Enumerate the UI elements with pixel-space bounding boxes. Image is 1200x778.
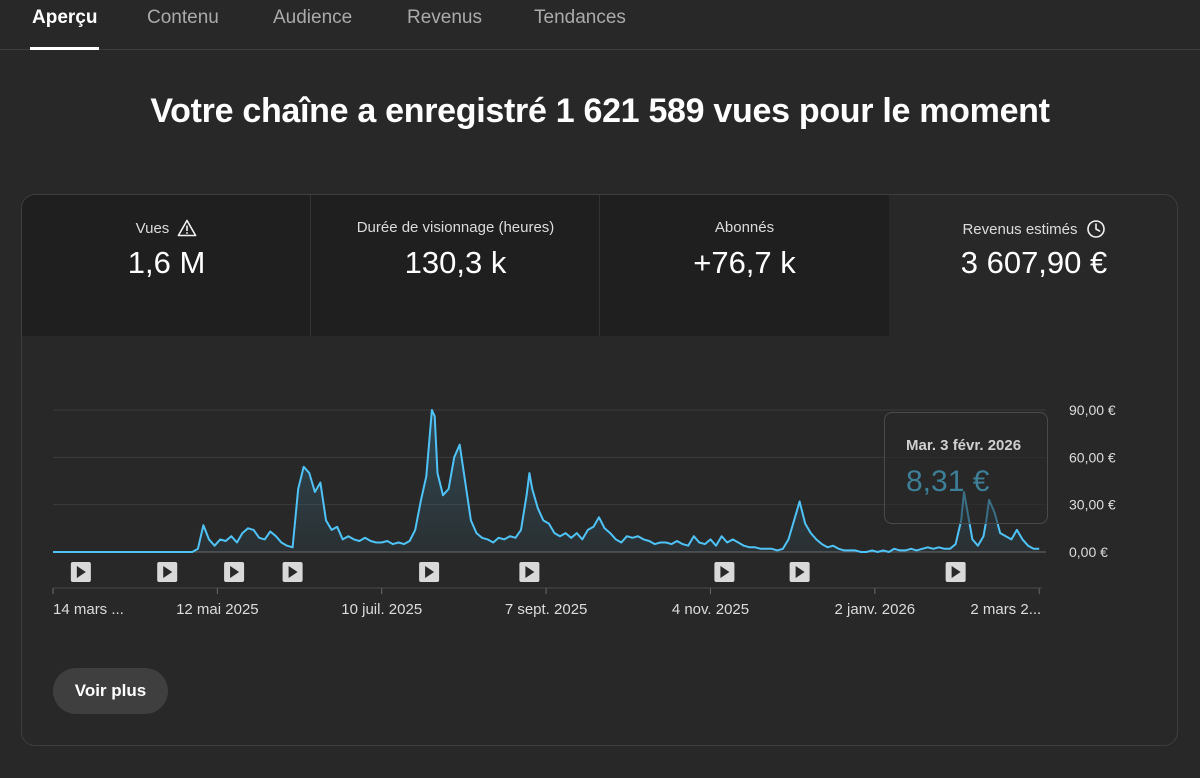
metric-revenus-estimes[interactable]: Revenus estimés 3 607,90 €: [889, 195, 1177, 336]
tab-contenu[interactable]: Contenu: [147, 7, 219, 28]
revenue-chart[interactable]: 90,00 € 60,00 € 30,00 € 0,00 € 14 mars ... 1…: [22, 336, 1178, 636]
metric-label-text: Abonnés: [714, 219, 775, 236]
metrics-row: Vues 1,6 M Durée de visionnage (heures) …: [22, 195, 1177, 336]
video-marker[interactable]: [224, 562, 245, 582]
play-icon: [76, 566, 86, 578]
tab-tendances[interactable]: Tendances: [534, 7, 626, 28]
revenue-area: [53, 410, 1040, 552]
play-icon: [525, 566, 535, 578]
revenue-line: [53, 409, 1040, 553]
play-icon: [288, 566, 298, 578]
video-marker[interactable]: [70, 562, 91, 582]
y-tick-label: 90,00 €: [1069, 402, 1116, 418]
x-tick-label: 10 juil. 2025: [341, 601, 422, 618]
x-tick-label: 7 sept. 2025: [505, 601, 588, 618]
metric-label-text: Revenus estimés: [962, 220, 1078, 238]
divider: [310, 195, 311, 336]
play-icon: [720, 566, 730, 578]
metric-label-text: Vues: [135, 219, 170, 237]
tab-revenus[interactable]: Revenus: [407, 7, 482, 28]
tooltip-date: Mar. 3 févr. 2026: [906, 437, 1022, 454]
chart-tooltip: Mar. 3 févr. 2026 8,31 €: [884, 412, 1048, 524]
x-tick-label: 2 mars 2...: [970, 601, 1041, 618]
metric-label: Vues: [22, 219, 311, 237]
clock-icon: [1086, 219, 1106, 239]
metric-value: +76,7 k: [693, 245, 796, 280]
y-tick-label: 30,00 €: [1069, 497, 1116, 513]
metric-value: 130,3 k: [404, 245, 507, 280]
divider: [599, 195, 600, 336]
video-marker[interactable]: [789, 562, 810, 582]
x-tick-label: 2 janv. 2026: [835, 601, 916, 618]
tab-apercu[interactable]: Aperçu: [30, 0, 100, 50]
metric-duree-visionnage[interactable]: Durée de visionnage (heures) 130,3 k: [311, 195, 600, 336]
tooltip-value: 8,31 €: [906, 465, 990, 498]
metric-vues[interactable]: Vues 1,6 M: [22, 195, 311, 336]
play-icon: [163, 566, 173, 578]
video-marker[interactable]: [419, 562, 440, 582]
video-marker[interactable]: [519, 562, 540, 582]
play-icon: [951, 566, 961, 578]
y-tick-label: 0,00 €: [1069, 544, 1108, 560]
metric-label: Abonnés: [600, 219, 889, 236]
metric-label: Durée de visionnage (heures): [311, 219, 600, 236]
play-icon: [230, 566, 240, 578]
metric-value: 1,6 M: [127, 245, 206, 280]
metric-label-text: Durée de visionnage (heures): [356, 219, 555, 236]
x-tick-label: 14 mars ...: [53, 601, 124, 618]
page-title: Votre chaîne a enregistré 1 621 589 vues…: [150, 92, 1050, 130]
video-marker[interactable]: [157, 562, 178, 582]
x-tick-label: 12 mai 2025: [176, 601, 259, 618]
play-icon: [795, 566, 805, 578]
warning-icon: [177, 219, 197, 237]
voir-plus-button[interactable]: Voir plus: [53, 668, 168, 714]
video-marker[interactable]: [945, 562, 966, 582]
tab-audience[interactable]: Audience: [273, 7, 353, 28]
overview-card: Vues 1,6 M Durée de visionnage (heures) …: [21, 194, 1178, 746]
metric-label: Revenus estimés: [889, 219, 1177, 239]
x-tick-label: 4 nov. 2025: [672, 601, 749, 618]
video-marker[interactable]: [282, 562, 303, 582]
video-marker[interactable]: [714, 562, 735, 582]
y-tick-label: 60,00 €: [1069, 449, 1116, 465]
metric-value: 3 607,90 €: [960, 245, 1108, 280]
tab-bar: Aperçu Contenu Audience Revenus Tendance…: [0, 0, 1200, 50]
play-icon: [425, 566, 435, 578]
metric-abonnes[interactable]: Abonnés +76,7 k: [600, 195, 889, 336]
